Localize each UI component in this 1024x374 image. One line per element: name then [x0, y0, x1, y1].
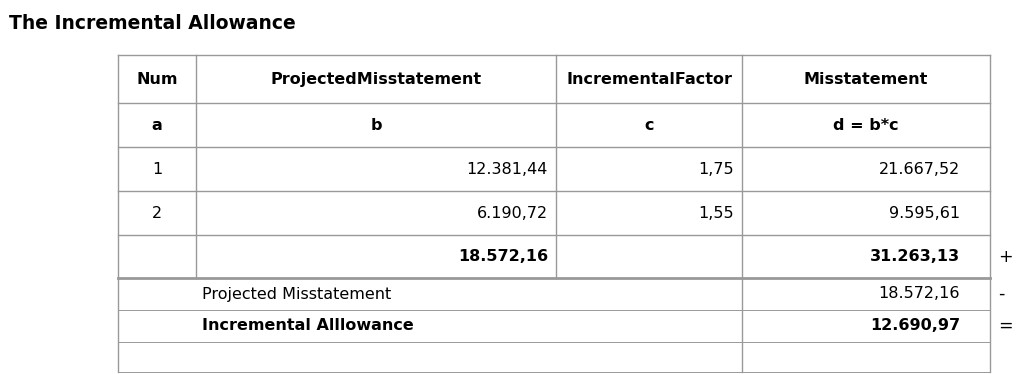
Text: +: + [998, 248, 1013, 266]
Text: The Incremental Allowance: The Incremental Allowance [9, 14, 296, 33]
Text: Num: Num [136, 71, 178, 86]
Text: 1: 1 [152, 162, 162, 177]
Text: 12.381,44: 12.381,44 [467, 162, 548, 177]
Text: =: = [998, 317, 1013, 335]
Text: c: c [644, 117, 653, 132]
Text: 18.572,16: 18.572,16 [458, 249, 548, 264]
Text: a: a [152, 117, 163, 132]
Text: -: - [998, 285, 1005, 303]
Text: Projected Misstatement: Projected Misstatement [202, 286, 391, 301]
Text: 9.595,61: 9.595,61 [889, 205, 961, 221]
Text: 12.690,97: 12.690,97 [869, 319, 961, 334]
Text: 2: 2 [152, 205, 162, 221]
Text: 18.572,16: 18.572,16 [879, 286, 961, 301]
Text: Incremental Alllowance: Incremental Alllowance [202, 319, 414, 334]
Text: b: b [371, 117, 382, 132]
Text: 21.667,52: 21.667,52 [879, 162, 961, 177]
Text: d = b*c: d = b*c [834, 117, 899, 132]
Text: 1,55: 1,55 [698, 205, 734, 221]
Text: 6.190,72: 6.190,72 [477, 205, 548, 221]
Text: 1,75: 1,75 [698, 162, 734, 177]
Text: 31.263,13: 31.263,13 [869, 249, 961, 264]
Text: ProjectedMisstatement: ProjectedMisstatement [270, 71, 481, 86]
Text: IncrementalFactor: IncrementalFactor [566, 71, 732, 86]
Text: Misstatement: Misstatement [804, 71, 928, 86]
